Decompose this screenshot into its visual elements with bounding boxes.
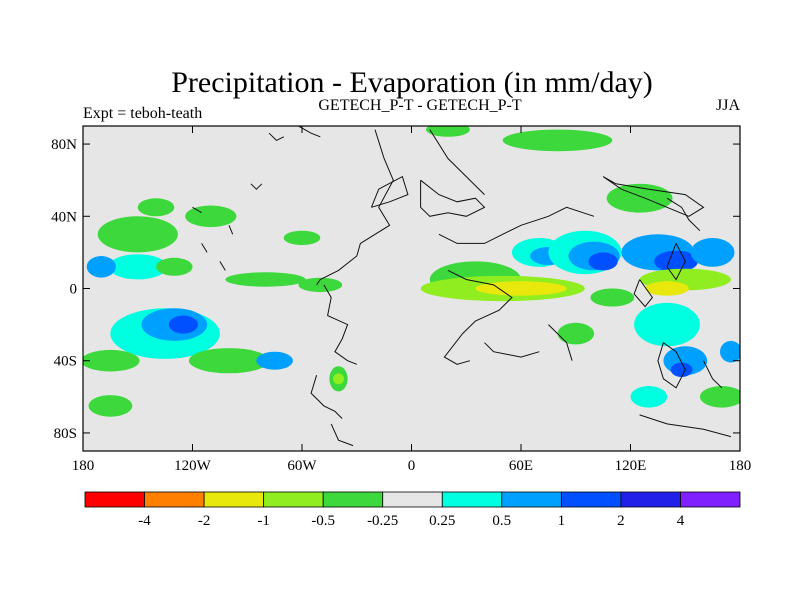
contour-region	[588, 252, 618, 271]
colorbar-swatch	[144, 491, 205, 508]
colorbar-swatch	[322, 491, 384, 508]
contour-region	[606, 183, 673, 213]
contour-region	[720, 340, 740, 363]
colorbar-label: 0.25	[429, 513, 455, 529]
contour-region	[475, 281, 567, 296]
coastline	[602, 176, 705, 217]
contour-region	[168, 315, 198, 334]
contour-region	[108, 254, 167, 280]
y-tick-label: 0	[70, 282, 78, 298]
y-tick-label: 40N	[51, 209, 77, 225]
contour-region	[88, 395, 133, 417]
colorbar-swatch	[441, 491, 503, 508]
plot-background	[83, 126, 740, 451]
coastline	[298, 126, 321, 138]
coastline	[192, 206, 202, 214]
contour-region	[156, 257, 193, 276]
colorbar-label: -2	[198, 513, 211, 529]
y-axis: 80N 40N 0 40S 80S	[51, 137, 740, 442]
coastline	[548, 324, 573, 361]
contour-region	[83, 349, 140, 372]
coastline	[438, 206, 595, 244]
contour-region	[86, 255, 116, 278]
colorbar-swatch	[680, 491, 741, 508]
contour-region	[256, 351, 293, 370]
contour-region	[426, 126, 470, 137]
colorbar-label: -1	[257, 513, 270, 529]
contour-region	[654, 250, 698, 273]
coastline	[323, 284, 357, 365]
coastline	[268, 132, 285, 142]
contour-region	[283, 230, 321, 246]
coastline	[316, 129, 394, 286]
colorbar-swatch	[382, 491, 443, 508]
coastline-layer	[192, 126, 732, 447]
chart-subtitle-left: Expt = teboh-teath	[83, 105, 202, 122]
colorbar-label: 1	[558, 513, 566, 529]
y-tick-label: 80N	[51, 137, 77, 153]
coastline	[420, 179, 486, 217]
contour-region	[502, 129, 613, 152]
contour-region	[97, 216, 178, 253]
x-tick-label: 120E	[615, 458, 647, 474]
colorbar-swatch	[203, 491, 265, 508]
coastline	[429, 129, 485, 195]
contour-region	[645, 281, 689, 296]
colorbar-label: 2	[617, 513, 625, 529]
coastline	[657, 342, 686, 389]
colorbar: -4 -2 -1 -0.5 -0.25 0.25 0.5 1 2 4	[84, 491, 741, 529]
contour-region	[137, 198, 175, 217]
colorbar-swatch	[501, 491, 562, 508]
x-tick-label: 0	[408, 458, 416, 474]
y-tick-label: 40S	[54, 354, 77, 370]
x-axis: 180 120W 60W 0 60E 120E 180	[72, 126, 752, 474]
chart-subtitle-center: GETECH_P-T - GETECH_P-T	[318, 97, 521, 114]
colorbar-swatch	[560, 491, 622, 508]
contour-region	[690, 238, 735, 267]
contour-region	[185, 205, 237, 228]
coastline	[250, 183, 263, 190]
y-tick-label: 80S	[54, 426, 77, 442]
colorbar-label: -4	[138, 513, 151, 529]
x-tick-label: 180	[72, 458, 95, 474]
contour-region	[670, 362, 693, 377]
contour-region	[634, 302, 700, 347]
x-tick-label: 120W	[174, 458, 212, 474]
coastline	[370, 175, 409, 208]
chart-subtitle-right: JJA	[716, 97, 740, 114]
colorbar-label: 4	[677, 513, 685, 529]
coastline	[633, 279, 654, 308]
colorbar-swatch	[263, 491, 324, 508]
coastline	[228, 225, 234, 235]
coastline	[639, 414, 732, 438]
coastline	[330, 423, 354, 447]
contour-region	[590, 288, 635, 307]
map-plot-area	[82, 125, 741, 452]
coastline	[201, 243, 208, 253]
colorbar-label: 0.5	[492, 513, 511, 529]
colorbar-label: -0.25	[367, 513, 398, 529]
coastline	[666, 243, 686, 281]
coastline	[219, 261, 226, 271]
x-tick-label: 180	[729, 458, 752, 474]
coastline	[666, 197, 701, 232]
contour-region	[557, 322, 595, 345]
colorbar-swatch	[84, 491, 145, 508]
chart-title: Precipitation - Evaporation (in mm/day)	[171, 66, 653, 99]
contour-region	[188, 348, 270, 374]
contour-region	[333, 373, 344, 385]
coastline	[484, 342, 540, 358]
colorbar-swatch	[620, 491, 681, 508]
contour-region	[699, 386, 740, 408]
contour-region	[298, 277, 343, 293]
coastline	[443, 269, 513, 365]
contour-region	[225, 272, 306, 287]
x-tick-label: 60W	[287, 458, 317, 474]
colorbar-label: -0.5	[311, 513, 335, 529]
coastline	[703, 360, 723, 389]
x-tick-label: 60E	[509, 458, 533, 474]
coastline	[310, 375, 343, 419]
contour-region	[630, 386, 668, 408]
